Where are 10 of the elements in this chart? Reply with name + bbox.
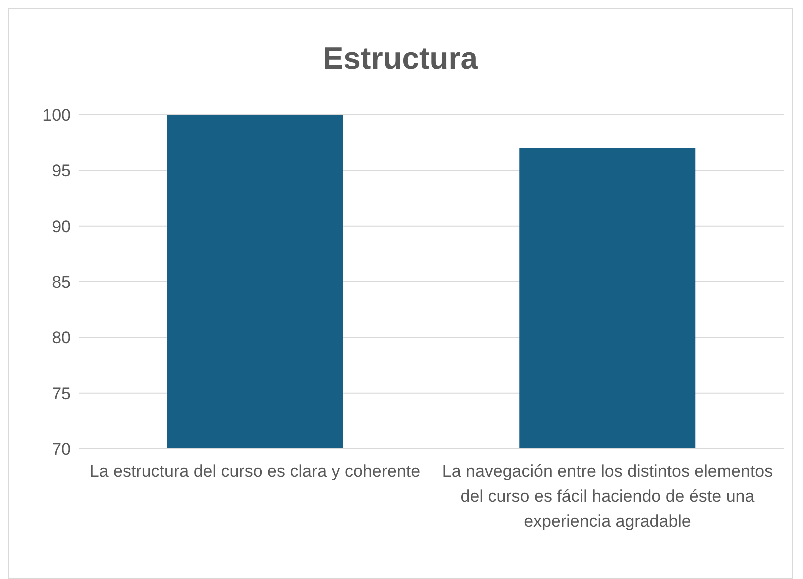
y-tick-label: 80 xyxy=(52,328,71,348)
y-tick-label: 70 xyxy=(52,440,71,460)
chart-title: Estructura xyxy=(322,40,480,78)
x-tick-label: La navegación entre los distintos elementos del curso es fácil haciendo de éste una experiencia agradable xyxy=(442,462,774,532)
y-tick-label: 75 xyxy=(52,384,71,404)
y-tick-label: 90 xyxy=(52,217,71,236)
y-tick-label: 85 xyxy=(52,273,71,292)
y-tick-label: 100 xyxy=(42,106,71,126)
y-tick-label: 95 xyxy=(52,162,71,181)
x-tick-label: La estructura del curso es clara y coherente xyxy=(90,462,421,482)
